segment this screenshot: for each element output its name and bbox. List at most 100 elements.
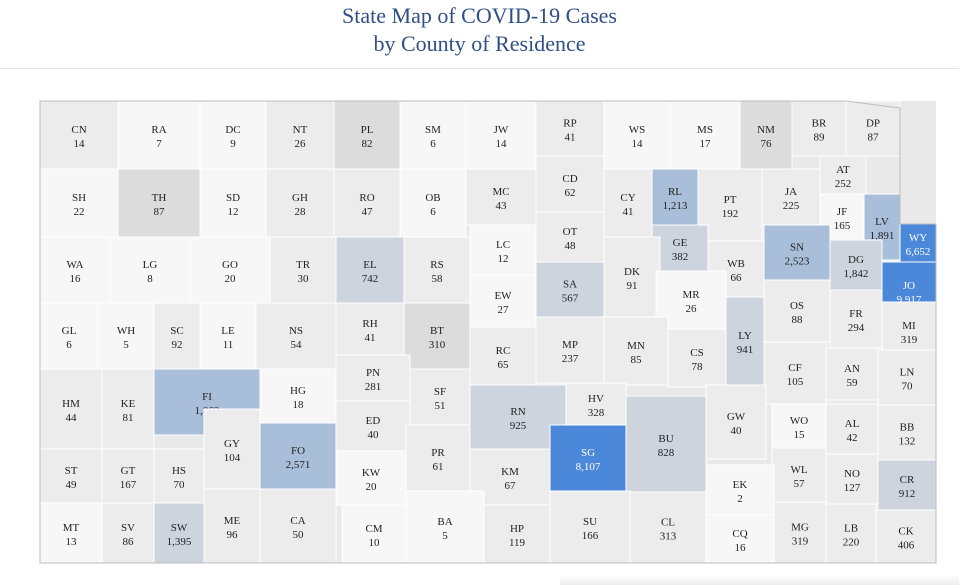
county-shape[interactable] — [877, 459, 937, 511]
county-cd[interactable]: CD 62 — [535, 155, 605, 213]
county-shape[interactable] — [469, 224, 537, 276]
county-shape[interactable] — [535, 155, 605, 213]
county-cl[interactable]: CL 313 — [629, 491, 707, 564]
county-shape[interactable] — [549, 490, 631, 564]
county-jf[interactable]: JF 165 — [819, 193, 865, 241]
county-ck[interactable]: CK 406 — [875, 509, 937, 564]
county-shape[interactable] — [97, 302, 155, 370]
county-shape[interactable] — [763, 279, 831, 343]
county-al[interactable]: AL 42 — [825, 403, 879, 455]
county-sm[interactable]: SM 6 — [399, 100, 467, 170]
county-pn[interactable]: PN 281 — [335, 354, 411, 402]
county-th[interactable]: TH 87 — [117, 168, 201, 238]
county-ws[interactable]: WS 14 — [603, 100, 671, 170]
county-jw[interactable]: JW 14 — [465, 100, 537, 170]
county-dg[interactable]: DG 1,842 — [829, 239, 883, 291]
county-cf[interactable]: CF 105 — [763, 341, 827, 405]
county-ro[interactable]: RO 47 — [333, 168, 401, 238]
county-shape[interactable] — [39, 168, 119, 238]
county-cy[interactable]: CY 41 — [603, 168, 653, 238]
county-ly[interactable]: LY 941 — [725, 296, 765, 386]
county-shape[interactable] — [101, 448, 155, 504]
county-shape[interactable] — [101, 502, 155, 564]
county-rc[interactable]: RC 65 — [469, 326, 537, 386]
county-shape[interactable] — [259, 368, 337, 424]
county-el[interactable]: EL 742 — [335, 236, 405, 304]
county-shape[interactable] — [535, 316, 605, 384]
county-le[interactable]: LE 11 — [199, 302, 257, 370]
county-shape[interactable] — [705, 514, 775, 564]
county-lc[interactable]: LC 12 — [469, 224, 537, 276]
county-lb[interactable]: LB 220 — [825, 503, 877, 564]
county-mt[interactable]: MT 13 — [39, 502, 103, 564]
county-ca[interactable]: CA 50 — [259, 488, 337, 564]
county-gw[interactable]: GW 40 — [705, 384, 767, 460]
county-hg[interactable]: HG 18 — [259, 368, 337, 424]
county-shape[interactable] — [399, 168, 467, 238]
county-dp[interactable]: DP 87 — [845, 100, 901, 157]
county-shape[interactable] — [265, 168, 335, 238]
county-kw[interactable]: KW 20 — [335, 450, 407, 506]
county-ot[interactable]: OT 48 — [535, 211, 605, 263]
county-sd[interactable]: SD 12 — [199, 168, 267, 238]
county-bu[interactable]: BU 828 — [625, 395, 707, 493]
county-bb[interactable]: BB 132 — [877, 404, 937, 461]
county-shape[interactable] — [405, 424, 471, 492]
county-shape[interactable] — [109, 236, 191, 304]
county-wa[interactable]: WA 16 — [39, 236, 111, 304]
county-hm[interactable]: HM 44 — [39, 368, 103, 450]
county-cr[interactable]: CR 912 — [877, 459, 937, 511]
county-shape[interactable] — [825, 347, 879, 401]
county-gl[interactable]: GL 6 — [39, 302, 99, 370]
county-sv[interactable]: SV 86 — [101, 502, 155, 564]
county-nm[interactable]: NM 76 — [739, 100, 793, 170]
county-shape[interactable] — [819, 193, 865, 241]
county-shape[interactable] — [875, 509, 937, 564]
county-shape[interactable] — [829, 239, 883, 291]
county-sc[interactable]: SC 92 — [153, 302, 201, 370]
county-br[interactable]: BR 89 — [791, 100, 847, 157]
county-an[interactable]: AN 59 — [825, 347, 879, 401]
county-fr[interactable]: FR 294 — [829, 289, 883, 349]
county-shape[interactable] — [705, 464, 775, 516]
county-shape[interactable] — [409, 368, 471, 426]
county-ra[interactable]: RA 7 — [117, 100, 201, 170]
county-mg[interactable]: MG 319 — [773, 501, 827, 564]
county-ob[interactable]: OB 6 — [399, 168, 467, 238]
county-cq[interactable]: CQ 16 — [705, 514, 775, 564]
county-pl[interactable]: PL 82 — [333, 100, 401, 170]
county-shape[interactable] — [825, 403, 879, 455]
county-shape[interactable] — [791, 100, 847, 157]
county-bt[interactable]: BT 310 — [403, 302, 471, 370]
county-ns[interactable]: NS 54 — [255, 302, 337, 370]
county-shape[interactable] — [189, 236, 271, 304]
county-shape[interactable] — [651, 224, 709, 272]
county-hp[interactable]: HP 119 — [483, 504, 551, 564]
county-rl[interactable]: RL 1,213 — [651, 168, 699, 226]
county-dk[interactable]: DK 91 — [603, 236, 661, 318]
county-mn[interactable]: MN 85 — [603, 316, 669, 386]
county-shape[interactable] — [341, 504, 407, 564]
county-ba[interactable]: BA 5 — [405, 490, 485, 564]
county-shape[interactable] — [255, 302, 337, 370]
county-wl[interactable]: WL 57 — [771, 447, 827, 503]
county-shape[interactable] — [535, 261, 605, 318]
county-wy[interactable]: WY 6,652 — [899, 223, 937, 263]
county-sg[interactable]: SG 8,107 — [549, 424, 627, 492]
county-shape[interactable] — [153, 302, 201, 370]
county-tr[interactable]: TR 30 — [269, 236, 337, 304]
county-ew[interactable]: EW 27 — [469, 274, 537, 328]
county-shape[interactable] — [829, 289, 883, 349]
county-os[interactable]: OS 88 — [763, 279, 831, 343]
county-gt[interactable]: GT 167 — [101, 448, 155, 504]
county-at[interactable]: AT 252 — [819, 155, 867, 195]
county-shape[interactable] — [629, 491, 707, 564]
county-shape[interactable] — [469, 274, 537, 328]
county-no[interactable]: NO 127 — [825, 453, 879, 505]
county-shape[interactable] — [761, 168, 821, 226]
county-shape[interactable] — [403, 236, 471, 304]
county-sa[interactable]: SA 567 — [535, 261, 605, 318]
county-nt[interactable]: NT 26 — [265, 100, 335, 170]
county-shape[interactable] — [549, 424, 627, 492]
county-shape[interactable] — [465, 168, 537, 226]
